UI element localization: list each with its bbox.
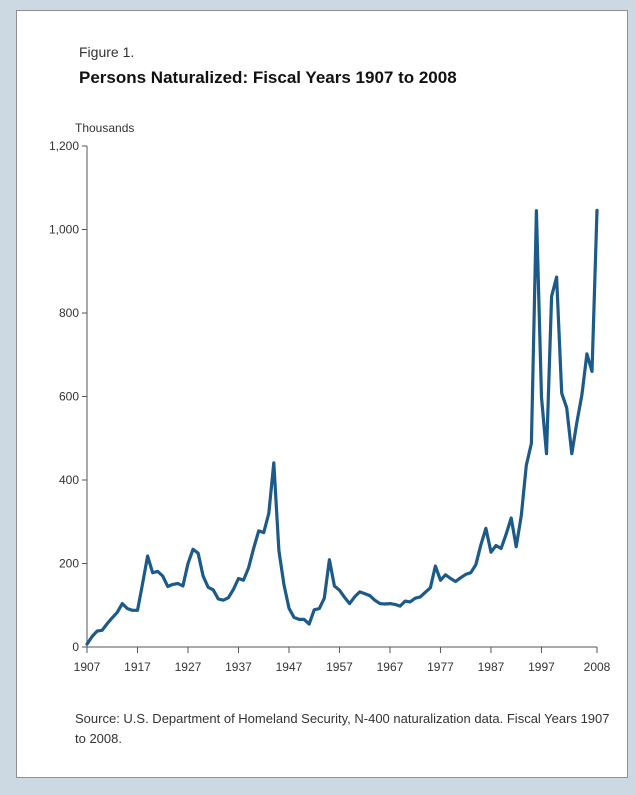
x-tick-label: 1937 [225,660,252,674]
y-tick-label: 800 [59,306,79,320]
series-line [85,208,599,646]
y-axis-title: Thousands [75,121,134,135]
source-note: Source: U.S. Department of Homeland Secu… [75,711,610,746]
x-tick-label: 1947 [276,660,303,674]
y-tick-label: 200 [59,557,79,571]
y-tick-label: 1,200 [49,139,79,153]
x-tick-label: 1907 [74,660,101,674]
y-tick-label: 600 [59,390,79,404]
figure-label: Figure 1. [79,44,135,60]
x-tick-label: 1957 [326,660,353,674]
y-tick-label: 0 [72,640,79,654]
x-tick-label: 1927 [175,660,202,674]
x-tick-label: 1987 [478,660,505,674]
y-tick-label: 400 [59,473,79,487]
x-tick-label: 1967 [377,660,404,674]
x-tick-label: 1997 [528,660,555,674]
y-axis-ticks: 0 200 400 600 800 1,000 1,200 [49,139,87,654]
x-tick-label: 1917 [124,660,151,674]
y-tick-label: 1,000 [49,223,79,237]
x-axis-ticks: 1907 1917 1927 1937 1947 1957 1967 1977 1987 1997… [74,647,611,674]
x-tick-label: 2008 [584,660,611,674]
chart-title: Persons Naturalized: Fiscal Years 1907 t… [79,68,457,87]
figure-panel: Figure 1. Persons Naturalized: Fiscal Ye… [16,10,628,778]
x-tick-label: 1977 [427,660,454,674]
